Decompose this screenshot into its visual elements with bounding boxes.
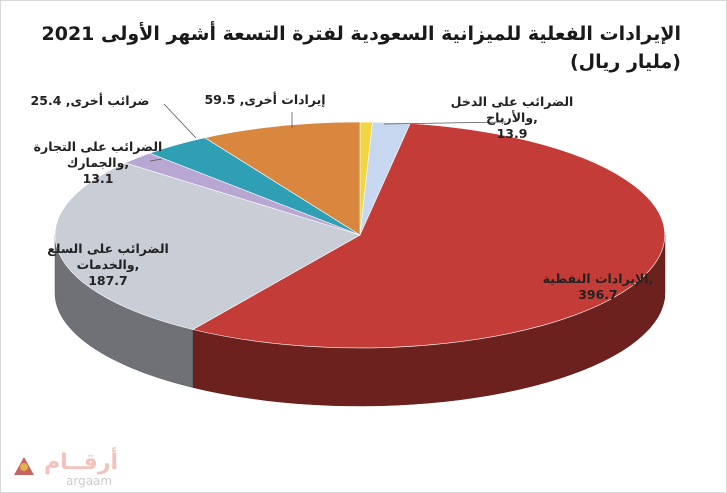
slice-label: إيرادات أخرى, 59.5: [204, 91, 325, 107]
slice-label: ضرائب أخرى, 25.4: [31, 92, 150, 108]
slice-label: الضرائب على الدخل والأرباح, 13.9: [451, 94, 574, 141]
slice-labels: الضرائب على الدخل والأرباح, 13.9 الإيرادات …: [31, 91, 654, 302]
pie-slice: [54, 162, 361, 330]
svg-text:argaam: argaam: [66, 474, 112, 488]
slice-value: 13.9: [497, 126, 528, 141]
leader-line: [163, 103, 197, 139]
pie-slices: [54, 121, 666, 349]
pie-slice: [204, 121, 361, 236]
svg-text:أرقــام: أرقــام: [44, 446, 118, 475]
slice-value: 396.7: [578, 287, 618, 302]
pie-slice: [191, 123, 666, 349]
leader-line: [383, 121, 507, 125]
slice-value: 13.1: [83, 171, 114, 186]
chart-title: الإيرادات الفعلية للميزانية السعودية لفت…: [41, 23, 682, 73]
leader-line: [149, 158, 163, 162]
leader-lines: [149, 103, 507, 162]
slice-label: الضرائب على السلع والخدمات, 187.7: [47, 241, 169, 288]
slice-label: الضرائب على التجارة والجمارك, 13.1: [34, 139, 163, 186]
slice-value: 187.7: [88, 273, 128, 288]
slice-label: الإيرادات النفطية, 396.7: [543, 271, 654, 302]
argaam-logo-icon: أرقــام argaam: [14, 446, 118, 488]
watermark-logo: أرقــام argaam: [4, 445, 134, 489]
